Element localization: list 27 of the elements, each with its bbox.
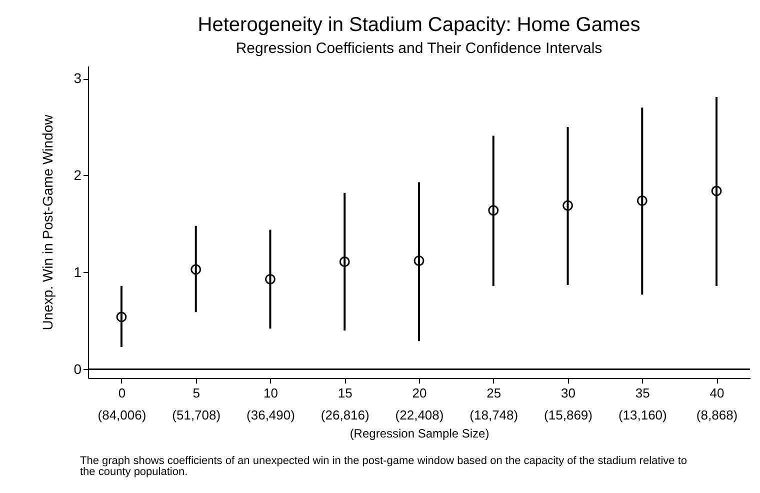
- point: [711, 186, 722, 196]
- x-tick-label: 10 (36,490): [246, 386, 295, 422]
- x-tick-label: 0 (84,006): [98, 386, 146, 422]
- point: [414, 256, 424, 266]
- x-tick-label: 35 (13,160): [618, 386, 667, 422]
- point: [190, 264, 202, 275]
- x-tick-label: 20 (22,408): [395, 386, 444, 422]
- point: [636, 195, 648, 206]
- x-tick-label: 30 (15,869): [544, 386, 592, 422]
- x-axis-title: (Regression Sample Size): [350, 426, 490, 440]
- x-tick-label: 15 (26,816): [320, 386, 370, 422]
- y-tick-label: 3: [74, 70, 82, 86]
- y-tick-label: 2: [74, 166, 82, 183]
- x-tick-label: 5 (51,708): [172, 386, 221, 422]
- y-tick-label: 1: [74, 264, 82, 280]
- x-tick-label: 40 (8,868): [696, 386, 738, 422]
- point: [339, 256, 350, 267]
- y-tick-label: 0: [74, 360, 82, 377]
- point: [488, 205, 499, 216]
- chart-subtitle: Regression Coefficients and Their Confidence Intervals: [236, 40, 602, 57]
- point: [562, 200, 573, 211]
- point: [116, 312, 127, 322]
- y-axis-title: Unexp. Win in Post-Game Window: [40, 114, 56, 330]
- chart-title: Heterogeneity in Stadium Capacity: Home Games: [198, 14, 640, 36]
- point: [265, 274, 276, 284]
- x-tick-label: 25 (18,748): [470, 386, 518, 422]
- text: The graph shows coefficients of an unexpected win in the post-game window based on the capacity of the stadium relative to the county population.: [80, 455, 688, 478]
